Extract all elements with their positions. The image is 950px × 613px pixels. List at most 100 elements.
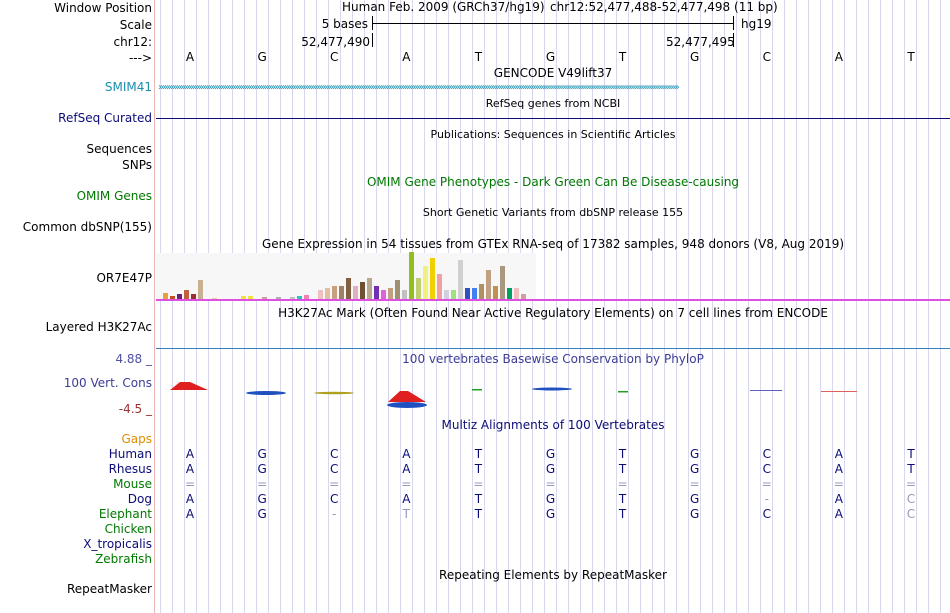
multiz-base: = bbox=[257, 477, 268, 491]
refseq-track-title: RefSeq genes from NCBI bbox=[485, 97, 621, 110]
multiz-base: G bbox=[257, 462, 267, 476]
dbsnp-track-title: Short Genetic Variants from dbSNP releas… bbox=[422, 206, 684, 219]
gtex-bar bbox=[262, 297, 267, 300]
grid-line bbox=[268, 0, 269, 613]
multiz-base: G bbox=[257, 447, 267, 461]
multiz-species-label[interactable]: X_tropicalis bbox=[83, 537, 152, 551]
gtex-bar bbox=[458, 260, 463, 300]
multiz-base: T bbox=[618, 492, 627, 506]
snps-label[interactable]: SNPs bbox=[122, 158, 152, 172]
multiz-base: G bbox=[545, 447, 556, 461]
grid-line bbox=[220, 0, 221, 613]
multiz-base: C bbox=[762, 447, 771, 461]
gtex-bar bbox=[191, 294, 196, 300]
grid-line bbox=[328, 0, 329, 613]
grid-line bbox=[544, 0, 545, 613]
gtex-gene-label[interactable]: OR7E47P bbox=[96, 271, 152, 285]
gtex-bar bbox=[402, 290, 407, 300]
gtex-tissue-bars[interactable] bbox=[156, 250, 950, 302]
multiz-species-label[interactable]: Elephant bbox=[98, 507, 152, 521]
position-text: chr12:52,477,488-52,477,498 (11 bp) bbox=[550, 0, 778, 14]
grid-line bbox=[676, 0, 677, 613]
multiz-species-label[interactable]: Zebrafish bbox=[95, 552, 152, 566]
grid-line bbox=[640, 0, 641, 613]
grid-line bbox=[856, 0, 857, 613]
gencode-gene-label[interactable]: SMIM41 bbox=[104, 80, 152, 94]
coord-right-tick bbox=[733, 33, 734, 47]
gtex-bar bbox=[198, 280, 203, 300]
gtex-bar bbox=[304, 295, 309, 300]
ruler-base: G bbox=[690, 50, 700, 64]
dbsnp-label[interactable]: Common dbSNP(155) bbox=[22, 220, 152, 234]
multiz-base: C bbox=[762, 462, 771, 476]
gtex-bar bbox=[395, 280, 400, 300]
multiz-base: G bbox=[690, 507, 700, 521]
ruler-base: G bbox=[545, 50, 556, 64]
grid-line bbox=[340, 0, 341, 613]
grid-line bbox=[172, 0, 173, 613]
grid-line bbox=[604, 0, 605, 613]
gtex-bar bbox=[479, 284, 484, 300]
multiz-species-label[interactable]: Rhesus bbox=[108, 462, 152, 476]
multiz-base: = bbox=[617, 477, 628, 491]
grid-line bbox=[520, 0, 521, 613]
multiz-species-label[interactable]: Mouse bbox=[113, 477, 152, 491]
multiz-species-label[interactable]: Dog bbox=[127, 492, 152, 506]
grid-line bbox=[388, 0, 389, 613]
publications-track-title: Publications: Sequences in Scientific Ar… bbox=[430, 128, 676, 141]
coord-left: 52,477,490 bbox=[301, 35, 370, 49]
h3k27ac-label[interactable]: Layered H3K27Ac bbox=[45, 320, 152, 334]
strand-arrow-label: ---> bbox=[128, 51, 152, 65]
conservation-logo[interactable] bbox=[156, 378, 950, 412]
grid-line bbox=[472, 0, 473, 613]
multiz-base: = bbox=[689, 477, 700, 491]
grid-line bbox=[184, 0, 185, 613]
multiz-base: = bbox=[905, 477, 917, 491]
multiz-base: = bbox=[184, 477, 196, 491]
grid-line bbox=[316, 0, 317, 613]
gtex-bar bbox=[374, 286, 379, 300]
db-text: hg19 bbox=[741, 17, 772, 31]
grid-line bbox=[748, 0, 749, 613]
multiz-base: T bbox=[618, 507, 627, 521]
grid-line bbox=[244, 0, 245, 613]
multiz-base: = bbox=[473, 477, 484, 491]
refseq-feature-line[interactable] bbox=[156, 118, 950, 119]
conservation-label[interactable]: 100 Vert. Cons bbox=[63, 376, 152, 390]
multiz-base: T bbox=[474, 462, 483, 476]
repeatmasker-label[interactable]: RepeatMasker bbox=[66, 582, 152, 596]
grid-line bbox=[904, 0, 905, 613]
multiz-gaps-label[interactable]: Gaps bbox=[121, 432, 152, 446]
grid-line bbox=[508, 0, 509, 613]
grid-line bbox=[628, 0, 629, 613]
gtex-bar bbox=[430, 258, 435, 300]
multiz-species-label[interactable]: Human bbox=[108, 447, 152, 461]
gtex-bar bbox=[507, 288, 512, 300]
omim-label[interactable]: OMIM Genes bbox=[76, 189, 152, 203]
ruler-base: C bbox=[762, 50, 771, 64]
grid-line bbox=[784, 0, 785, 613]
multiz-base: G bbox=[690, 492, 700, 506]
gtex-bar bbox=[451, 290, 456, 300]
multiz-base: A bbox=[834, 507, 843, 521]
multiz-base: T bbox=[474, 492, 483, 506]
sequences-label[interactable]: Sequences bbox=[86, 142, 152, 156]
grid-line bbox=[256, 0, 257, 613]
multiz-species-label[interactable]: Chicken bbox=[104, 522, 152, 536]
grid-line bbox=[160, 0, 161, 613]
gtex-bar bbox=[500, 266, 505, 300]
multiz-base: = bbox=[545, 477, 556, 491]
h3k27ac-track-title: H3K27Ac Mark (Often Found Near Active Re… bbox=[278, 306, 828, 320]
grid-line bbox=[580, 0, 581, 613]
refseq-label[interactable]: RefSeq Curated bbox=[58, 111, 152, 125]
multiz-base: G bbox=[690, 462, 700, 476]
gencode-gene-feature[interactable]: ››››››››››››››››››››››››››››››››››››››››… bbox=[158, 82, 680, 93]
multiz-base: C bbox=[906, 507, 916, 521]
multiz-base: T bbox=[474, 447, 483, 461]
gtex-bar bbox=[353, 286, 358, 300]
ruler-base: A bbox=[834, 50, 843, 64]
grid-line bbox=[832, 0, 833, 613]
gtex-bar bbox=[297, 296, 302, 300]
multiz-base: - bbox=[332, 507, 337, 521]
